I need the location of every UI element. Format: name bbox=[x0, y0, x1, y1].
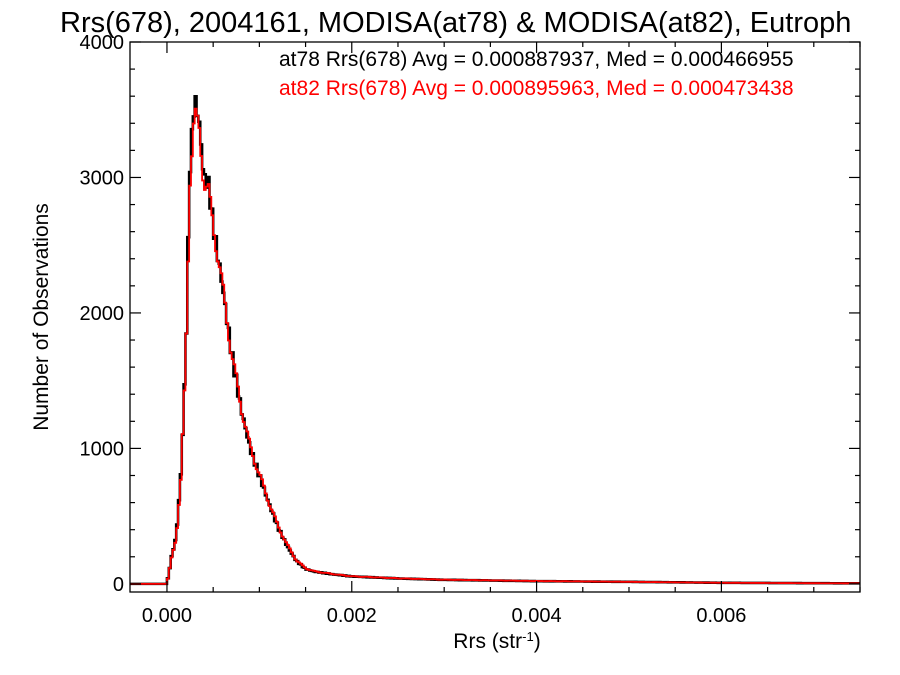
y-tick-label: 4000 bbox=[80, 32, 125, 54]
x-axis-label-main: Rrs (str bbox=[453, 630, 522, 653]
y-axis-label: Number of Observations bbox=[30, 203, 53, 431]
x-tick-label: 0.002 bbox=[327, 605, 377, 627]
plot-frame bbox=[129, 41, 861, 593]
series-at78-line bbox=[130, 95, 860, 586]
series-at82-line bbox=[130, 107, 860, 585]
y-tick-label: 2000 bbox=[80, 303, 125, 325]
x-axis-label-superscript: -1 bbox=[522, 629, 534, 644]
x-tick-label: 0.000 bbox=[142, 605, 192, 627]
legend-entry-at82: at82 Rrs(678) Avg = 0.000895963, Med = 0… bbox=[279, 77, 794, 100]
x-axis-label-close: ) bbox=[534, 630, 541, 653]
y-tick-label: 0 bbox=[113, 574, 124, 596]
legend-entry-at78: at78 Rrs(678) Avg = 0.000887937, Med = 0… bbox=[279, 48, 794, 71]
x-tick-label: 0.004 bbox=[512, 605, 562, 627]
y-tick-label: 3000 bbox=[80, 167, 125, 189]
x-axis-label: Rrs (str-1) bbox=[453, 629, 540, 654]
ticks-layer: 0.000 0.002 0.004 0.006 0 1000 2000 3000 4000 bbox=[80, 32, 861, 627]
x-tick-label: 0.006 bbox=[696, 605, 746, 627]
chart-title: Rrs(678), 2004161, MODISA(at78) & MODISA… bbox=[60, 7, 851, 39]
series-layer bbox=[130, 95, 860, 586]
y-tick-label: 1000 bbox=[80, 438, 125, 460]
